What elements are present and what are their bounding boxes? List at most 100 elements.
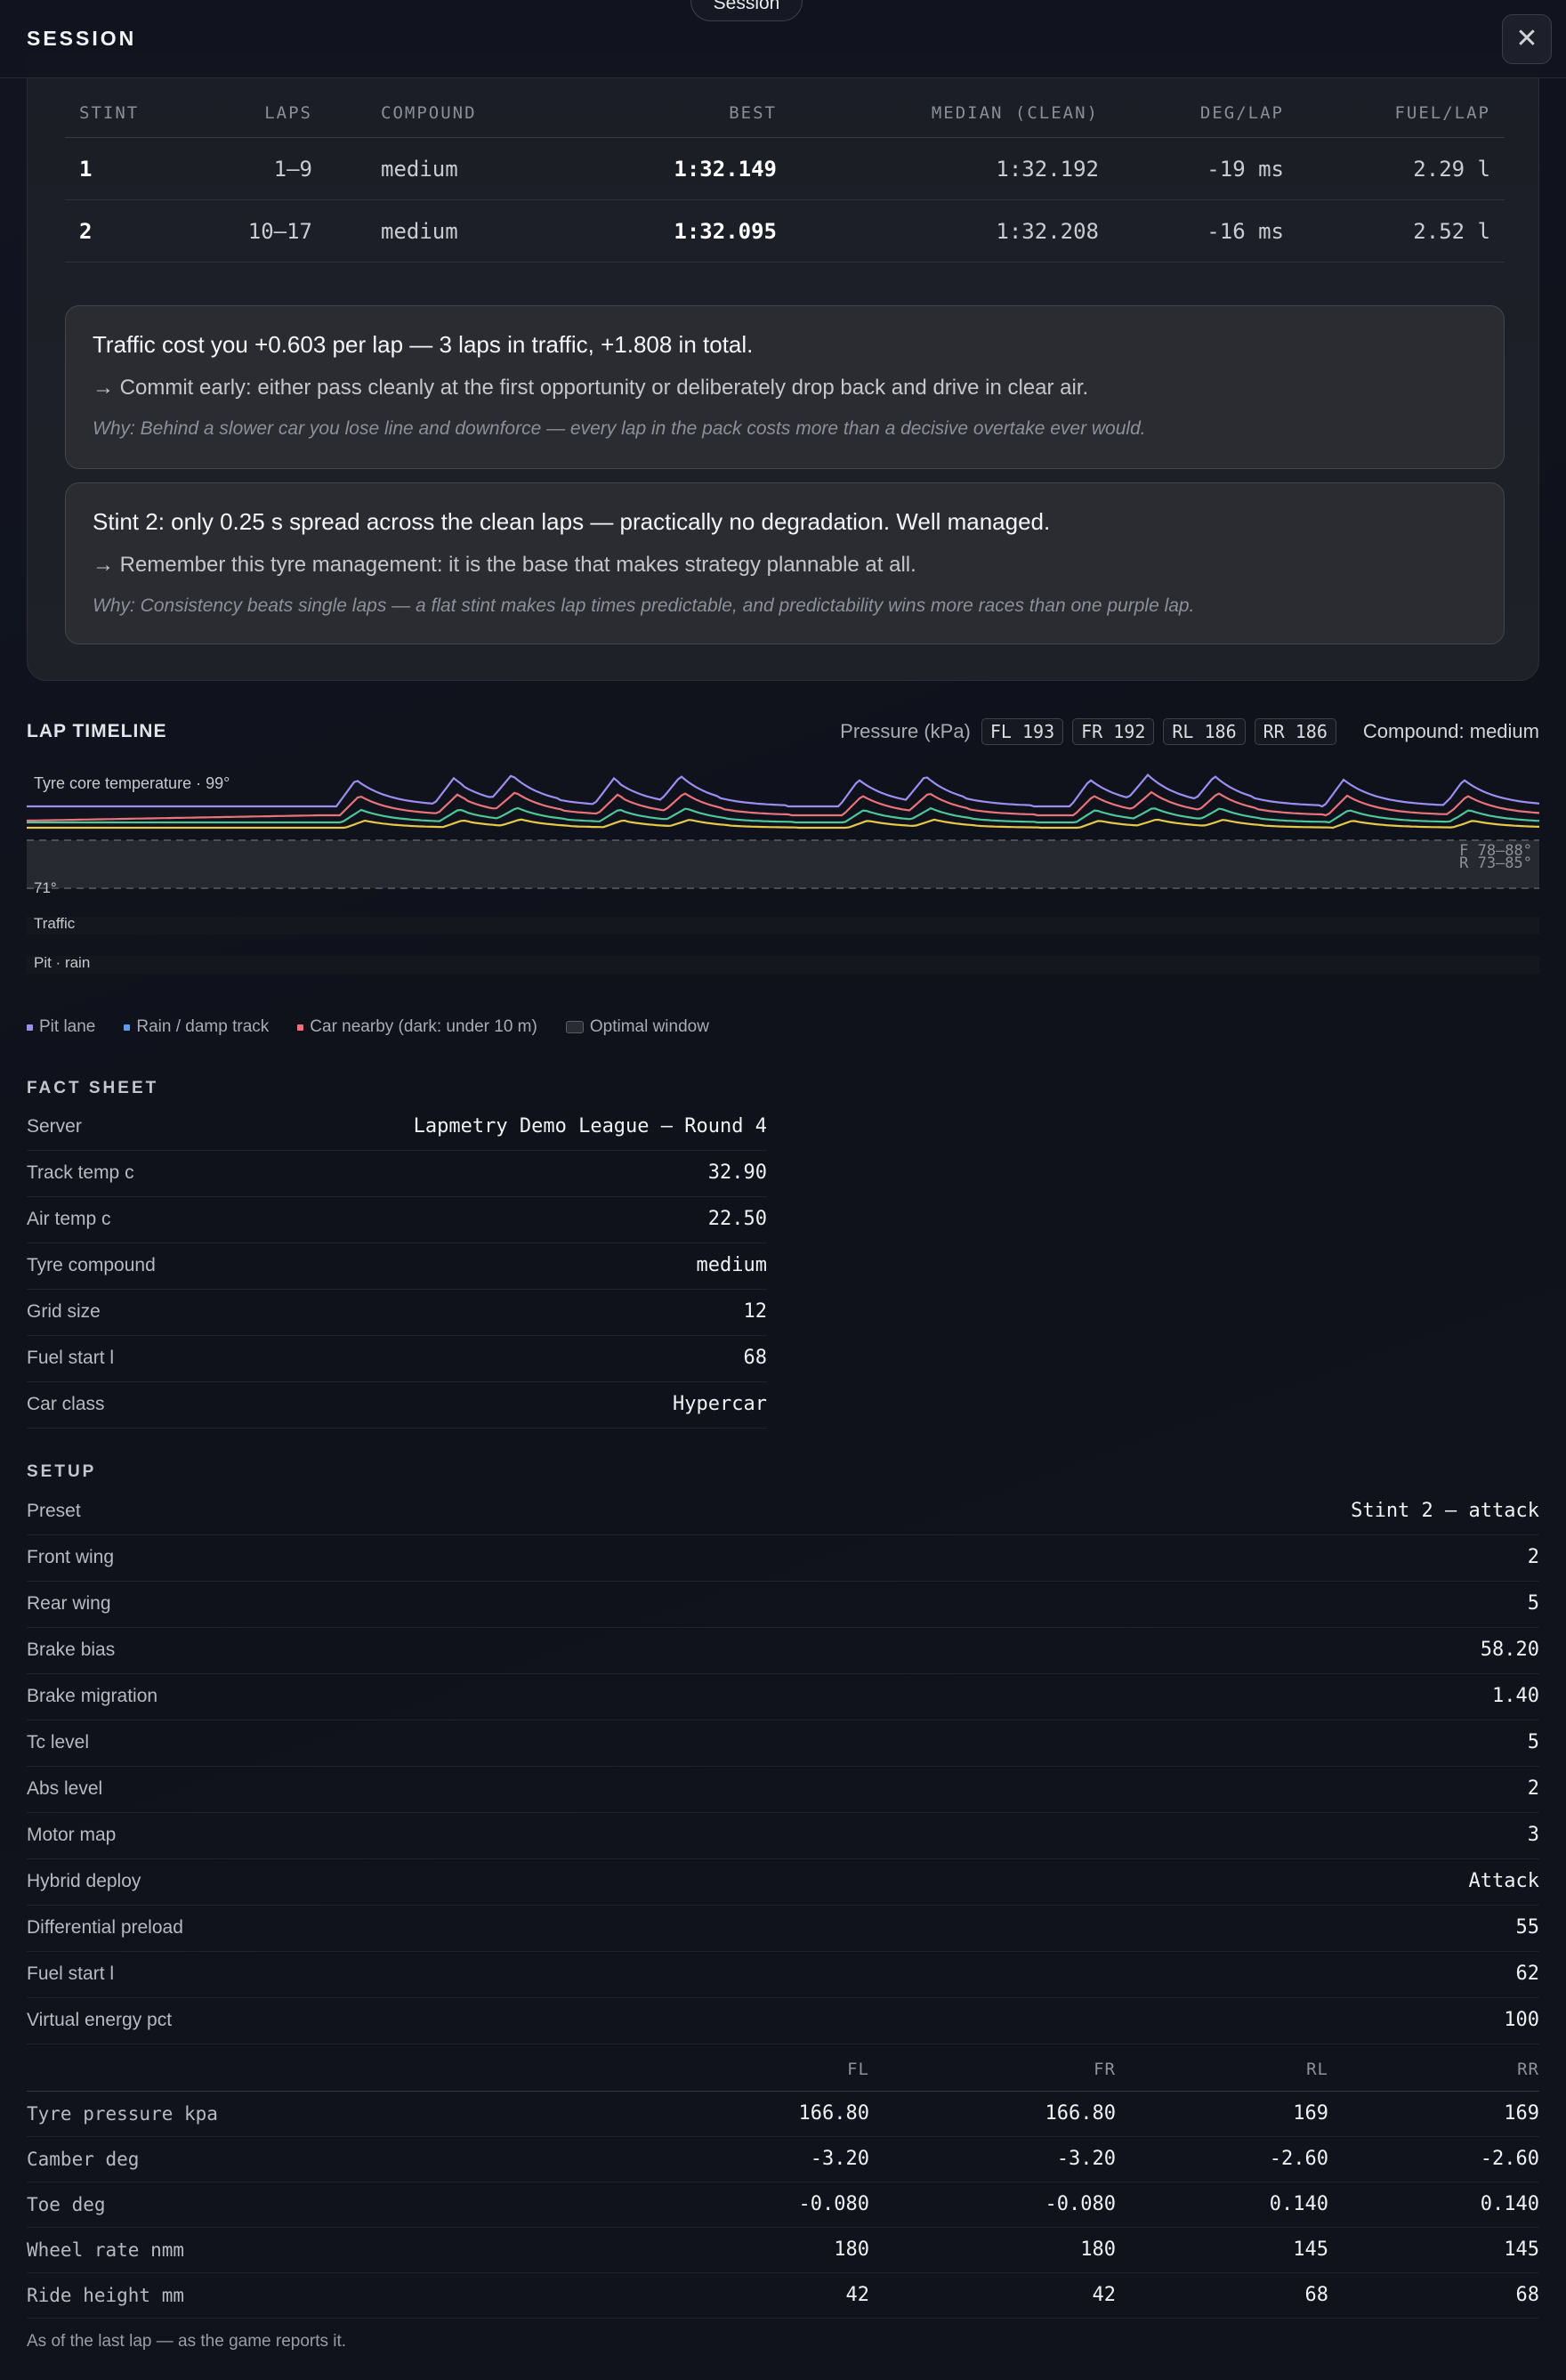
kv-row: Air temp c 22.50 — [27, 1197, 767, 1243]
kv-row: Motor map 3 — [27, 1813, 1539, 1859]
tyre-fr: -3.20 — [1056, 2148, 1116, 2170]
insight-headline: Traffic cost you +0.603 per lap — 3 laps… — [93, 331, 754, 358]
insight-action: → Remember this tyre management: it is t… — [93, 553, 916, 577]
temp-label: Tyre core temperature · 99° — [34, 774, 230, 792]
kv-key: Track temp c — [27, 1162, 134, 1183]
kv-key: Air temp c — [27, 1209, 111, 1229]
kv-key: Motor map — [27, 1825, 117, 1845]
tyre-param: Tyre pressure kpa — [27, 2103, 218, 2125]
compound-label: Compound: medium — [1362, 720, 1539, 742]
kv-value: 12 — [743, 1300, 768, 1323]
tyre-rl: 169 — [1293, 2102, 1328, 2125]
setup-table: Preset Stint 2 — attack Front wing 2 Rear wi… — [27, 1489, 1539, 2044]
kv-value: 5 — [1527, 1731, 1539, 1753]
kv-row: Server Lapmetry Demo League — Round 4 — [27, 1105, 767, 1151]
col-fl: FL — [847, 2060, 869, 2079]
tyre-temp-chart — [27, 773, 1539, 974]
stint-deg: -16 ms — [1207, 219, 1284, 244]
kv-row: Fuel start l 62 — [27, 1952, 1539, 1998]
kv-key: Tyre compound — [27, 1255, 156, 1275]
insight-card-traffic: Traffic cost you +0.603 per lap — 3 laps… — [65, 305, 1505, 469]
kv-value: 58.20 — [1480, 1639, 1539, 1661]
col-fr: FR — [1094, 2060, 1116, 2079]
modal-title: SESSION — [27, 27, 137, 50]
table-row: Toe deg -0.080 -0.080 0.140 0.140 — [27, 2182, 1539, 2228]
kv-key: Server — [27, 1116, 82, 1137]
kv-row: Hybrid deploy Attack — [27, 1859, 1539, 1906]
legend-label: Pit lane — [39, 1017, 96, 1036]
kv-key: Rear wing — [27, 1593, 111, 1614]
tyre-fl: 166.80 — [798, 2102, 869, 2125]
setup-footnote: As of the last lap — as the game reports… — [27, 2332, 347, 2351]
kv-value: 2 — [1527, 1546, 1539, 1568]
tyre-rr: 0.140 — [1480, 2193, 1539, 2215]
insight-card-degradation: Stint 2: only 0.25 s spread across the c… — [65, 482, 1505, 644]
tyre-rr: 169 — [1504, 2102, 1539, 2125]
kv-key: Tc level — [27, 1732, 90, 1753]
kv-value: 68 — [743, 1347, 768, 1369]
legend-pit-lane: Pit lane — [27, 1017, 95, 1037]
kv-key: Brake bias — [27, 1639, 116, 1660]
traffic-label: Traffic — [34, 915, 76, 932]
legend-rain: Rain / damp track — [124, 1017, 269, 1037]
tyre-setup-table: FL FR RL RR Tyre pressure kpa 166.80 166.8… — [27, 2049, 1539, 2319]
tyre-rl: -2.60 — [1269, 2148, 1328, 2170]
kv-key: Car class — [27, 1394, 105, 1414]
kv-row: Brake migration 1.40 — [27, 1674, 1539, 1720]
kv-key: Fuel start l — [27, 1348, 115, 1368]
pressure-readout: Pressure (kPa) FL 193 FR 192 RL 186 RR 1… — [840, 718, 1539, 745]
kv-row: Fuel start l 68 — [27, 1336, 767, 1382]
stint-laps: 1–9 — [273, 157, 312, 182]
stint-number: 1 — [79, 157, 93, 182]
col-rl: RL — [1306, 2060, 1328, 2079]
legend-label: Optimal window — [589, 1017, 709, 1036]
pressure-rl: RL 186 — [1163, 718, 1246, 745]
legend-swatch — [297, 1024, 304, 1031]
legend-swatch — [565, 1021, 584, 1033]
kv-row: Abs level 2 — [27, 1767, 1539, 1813]
kv-key: Preset — [27, 1501, 81, 1521]
kv-row: Car class Hypercar — [27, 1382, 767, 1429]
kv-row: Front wing 2 — [27, 1535, 1539, 1582]
pressure-label: Pressure (kPa) — [840, 720, 971, 742]
table-row: Camber deg -3.20 -3.20 -2.60 -2.60 — [27, 2137, 1539, 2182]
close-button[interactable]: ✕ — [1502, 14, 1552, 64]
col-fuel: FUEL/LAP — [1394, 103, 1490, 123]
kv-row: Virtual energy pct 100 — [27, 1998, 1539, 2044]
col-compound: COMPOUND — [381, 103, 477, 123]
kv-row: Brake bias 58.20 — [27, 1628, 1539, 1674]
table-row: Tyre pressure kpa 166.80 166.80 169 169 — [27, 2092, 1539, 2137]
pressure-fr: FR 192 — [1072, 718, 1155, 745]
tyre-fl: 42 — [845, 2284, 870, 2306]
stint-compound: medium — [381, 219, 458, 244]
tyre-fr: 42 — [1092, 2284, 1117, 2306]
pressure-fl: FL 193 — [981, 718, 1064, 745]
kv-row: Track temp c 32.90 — [27, 1151, 767, 1197]
table-row: 2 10–17 medium 1:32.095 1:32.208 -16 ms … — [65, 200, 1505, 263]
temp-series-line — [27, 806, 1539, 824]
kv-value: 3 — [1527, 1824, 1539, 1846]
stint-deg: -19 ms — [1207, 157, 1284, 182]
tyre-fr: 180 — [1080, 2238, 1116, 2261]
temp-min-label: 71° — [34, 879, 57, 896]
modal-header: SESSION Session ✕ — [0, 0, 1566, 78]
kv-key: Grid size — [27, 1301, 101, 1322]
stint-table-header: STINT LAPS COMPOUND BEST MEDIAN (CLEAN) … — [65, 93, 1505, 138]
col-laps: LAPS — [264, 103, 312, 123]
insight-headline: Stint 2: only 0.25 s spread across the c… — [93, 508, 1051, 535]
kv-row: Preset Stint 2 — attack — [27, 1489, 1539, 1535]
kv-key: Differential preload — [27, 1917, 183, 1938]
stint-summary-card: STINT LAPS COMPOUND BEST MEDIAN (CLEAN) … — [27, 53, 1539, 681]
table-row: 1 1–9 medium 1:32.149 1:32.192 -19 ms 2.… — [65, 138, 1505, 200]
tyre-param: Toe deg — [27, 2194, 106, 2215]
tyre-fr: -0.080 — [1045, 2193, 1116, 2215]
legend-swatch — [27, 1024, 33, 1031]
stint-median: 1:32.208 — [996, 219, 1099, 244]
session-tab[interactable]: Session — [690, 0, 803, 21]
timeline-legend: Pit lane Rain / damp track Car nearby (d… — [27, 1017, 709, 1037]
window-rear-label: R 73–85° — [1459, 854, 1532, 872]
kv-value: 1.40 — [1492, 1685, 1539, 1707]
lap-timeline-title: LAP TIMELINE — [27, 721, 167, 741]
col-deg: DEG/LAP — [1199, 103, 1284, 123]
tyre-rl: 145 — [1293, 2238, 1328, 2261]
